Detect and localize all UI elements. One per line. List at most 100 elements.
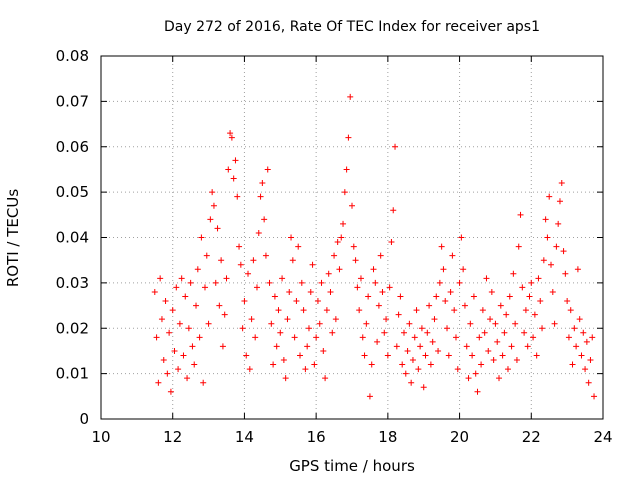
data-point	[185, 325, 192, 332]
data-point	[474, 388, 481, 395]
data-point	[194, 266, 201, 273]
data-point	[402, 370, 409, 377]
data-point	[293, 298, 300, 305]
data-point	[219, 343, 226, 350]
data-point	[214, 225, 221, 232]
data-point	[392, 143, 399, 150]
data-point	[372, 279, 379, 286]
data-point	[481, 329, 488, 336]
data-point	[544, 234, 551, 241]
data-point	[461, 302, 468, 309]
x-tick-label: 10	[91, 428, 110, 446]
data-point	[549, 288, 556, 295]
x-tick-label: 24	[593, 428, 612, 446]
data-point	[429, 338, 436, 345]
data-point	[268, 320, 275, 327]
data-point	[515, 243, 522, 250]
data-point	[270, 361, 277, 368]
data-point	[162, 298, 169, 305]
data-point	[533, 352, 540, 359]
data-point	[196, 334, 203, 341]
data-point	[354, 284, 361, 291]
data-point	[241, 298, 248, 305]
data-point	[288, 234, 295, 241]
data-point	[426, 302, 433, 309]
data-point	[438, 243, 445, 250]
data-point	[576, 316, 583, 323]
x-tick-label: 14	[235, 428, 254, 446]
data-point	[424, 329, 431, 336]
data-point	[504, 366, 511, 373]
data-point	[158, 316, 165, 323]
data-point	[359, 334, 366, 341]
data-point	[483, 275, 490, 282]
data-point	[390, 207, 397, 214]
data-point	[580, 329, 587, 336]
data-point	[574, 266, 581, 273]
data-point	[587, 357, 594, 364]
data-point	[331, 252, 338, 259]
data-point	[259, 180, 266, 187]
data-point	[560, 248, 567, 255]
data-point	[151, 288, 158, 295]
data-point	[463, 343, 470, 350]
data-point	[370, 266, 377, 273]
data-point	[253, 284, 260, 291]
data-point	[386, 284, 393, 291]
data-point	[193, 302, 200, 309]
data-point	[311, 361, 318, 368]
data-point	[494, 338, 501, 345]
data-point	[356, 307, 363, 314]
data-point	[228, 134, 235, 141]
data-point	[510, 270, 517, 277]
data-point	[395, 311, 402, 318]
data-point	[189, 343, 196, 350]
data-point	[501, 329, 508, 336]
data-point	[209, 189, 216, 196]
data-point	[291, 334, 298, 341]
data-point	[363, 320, 370, 327]
data-point	[397, 293, 404, 300]
data-point	[503, 311, 510, 318]
data-point	[262, 252, 269, 259]
data-point	[176, 320, 183, 327]
chart-title: Day 272 of 2016, Rate Of TEC Index for r…	[164, 19, 540, 35]
y-tick-label: 0	[79, 410, 89, 428]
data-point	[512, 320, 519, 327]
data-point	[445, 352, 452, 359]
data-point	[307, 288, 314, 295]
data-point	[298, 279, 305, 286]
data-point	[178, 275, 185, 282]
data-point	[375, 302, 382, 309]
data-point	[350, 243, 357, 250]
data-point	[345, 134, 352, 141]
data-point	[236, 243, 243, 250]
data-point	[411, 334, 418, 341]
data-point	[521, 329, 528, 336]
data-point	[366, 393, 373, 400]
data-point	[210, 202, 217, 209]
y-tick-labels: 0 0.01 0.02 0.03 0.04 0.05 0.06 0.07 0.08	[56, 47, 89, 428]
data-point	[567, 307, 574, 314]
data-point	[589, 334, 596, 341]
data-point	[433, 293, 440, 300]
data-point	[556, 198, 563, 205]
x-tick-label: 12	[163, 428, 182, 446]
data-point	[318, 279, 325, 286]
data-point	[442, 298, 449, 305]
data-point	[232, 157, 239, 164]
y-axis-label: ROTI / TECUs	[4, 189, 22, 287]
data-point	[284, 316, 291, 323]
data-point	[490, 357, 497, 364]
data-point	[216, 302, 223, 309]
data-point	[361, 352, 368, 359]
data-point	[524, 343, 531, 350]
data-point	[198, 234, 205, 241]
y-tick-label: 0.07	[56, 92, 89, 110]
y-tick-label: 0.02	[56, 319, 89, 337]
x-tick-label: 22	[522, 428, 541, 446]
data-point	[478, 361, 485, 368]
data-point	[338, 234, 345, 241]
data-point	[427, 361, 434, 368]
data-point	[530, 334, 537, 341]
